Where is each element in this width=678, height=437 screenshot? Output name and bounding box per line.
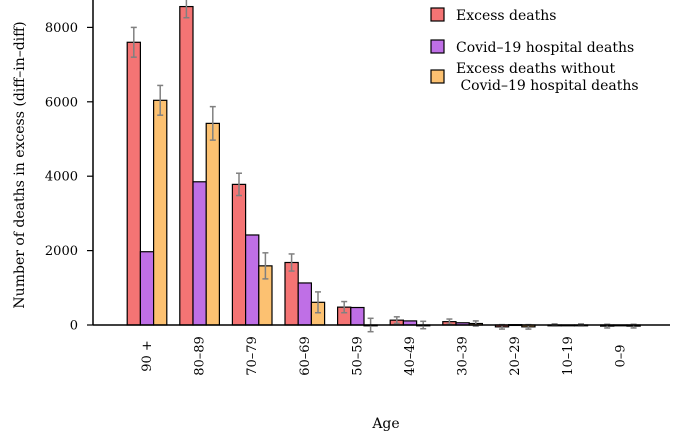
bar [179,5,194,326]
legend-label: Covid–19 hospital deaths [456,40,634,56]
axes: 90 + 80–89 70–79 60–69 50–59 40–49 30–39 20–29 1… [45,0,670,376]
legend-swatch [430,39,445,54]
y-axis-title: Number of deaths in excess (diff–in–diff… [12,21,28,308]
x-tick-label: 90 + [140,340,155,372]
bar [153,99,168,326]
x-tick-label: 40–49 [403,336,418,376]
bar [297,282,313,326]
y-tick-label: 8000 [45,21,78,36]
bar [139,251,155,326]
legend: Excess deaths Covid–19 hospital deaths Exc… [430,7,639,94]
y-tick-label: 2000 [45,244,78,259]
x-tick-label: 80–89 [193,336,208,376]
bar [231,183,247,326]
bar [284,261,299,326]
y-tick-label: 4000 [45,170,78,185]
bar [350,306,365,326]
x-tick-label: 50–59 [350,336,365,376]
x-tick-label: 10–19 [561,336,576,376]
legend-label: Excess deaths without Covid–19 hospital … [456,61,639,94]
y-tick-label: 0 [70,319,78,334]
legend-swatch [430,7,445,22]
x-tick-label: 20–29 [508,336,523,376]
x-tick-label: 60–69 [298,336,313,376]
bars-layer [126,5,641,328]
bar [126,41,141,326]
bar [192,181,207,326]
y-tick-label: 6000 [45,95,78,110]
x-tick-label: 0–9 [613,344,628,367]
bar [205,122,220,326]
legend-label: Excess deaths [456,8,556,24]
legend-swatch [430,69,445,84]
x-axis-title: Age [371,416,399,432]
bar [245,234,260,326]
x-tick-label: 70–79 [245,336,260,376]
x-tick-label: 30–39 [456,336,471,376]
